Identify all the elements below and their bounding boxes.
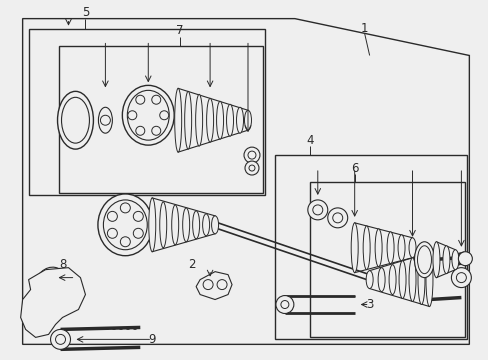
Ellipse shape [386, 232, 393, 264]
Text: 3: 3 [365, 298, 372, 311]
Text: 4: 4 [305, 134, 313, 147]
Circle shape [327, 208, 347, 228]
Ellipse shape [195, 94, 202, 146]
Ellipse shape [366, 271, 372, 289]
Ellipse shape [103, 200, 147, 250]
Circle shape [280, 301, 288, 309]
Ellipse shape [408, 258, 415, 302]
Text: 8: 8 [59, 258, 66, 271]
Ellipse shape [171, 205, 178, 245]
Ellipse shape [374, 229, 381, 267]
Ellipse shape [377, 268, 385, 292]
Circle shape [312, 205, 322, 215]
Ellipse shape [127, 90, 169, 140]
Polygon shape [20, 268, 85, 337]
Circle shape [56, 334, 65, 345]
Circle shape [450, 268, 470, 288]
Circle shape [133, 211, 143, 221]
Text: 2: 2 [188, 258, 196, 271]
Circle shape [455, 273, 466, 283]
Text: 7: 7 [176, 24, 183, 37]
Ellipse shape [244, 110, 251, 130]
Ellipse shape [122, 85, 174, 145]
Ellipse shape [363, 226, 369, 270]
Ellipse shape [425, 253, 432, 306]
Circle shape [247, 151, 255, 159]
Ellipse shape [202, 214, 209, 236]
Ellipse shape [417, 255, 424, 305]
Circle shape [248, 165, 254, 171]
Ellipse shape [397, 235, 404, 261]
Circle shape [151, 126, 161, 135]
Circle shape [107, 211, 117, 221]
Ellipse shape [388, 265, 395, 294]
Circle shape [136, 126, 144, 135]
Circle shape [244, 147, 260, 163]
Ellipse shape [98, 194, 152, 256]
Ellipse shape [160, 202, 166, 248]
Ellipse shape [61, 97, 89, 143]
Circle shape [151, 95, 161, 104]
Circle shape [203, 280, 213, 289]
Ellipse shape [211, 216, 218, 234]
Circle shape [127, 111, 137, 120]
Ellipse shape [98, 107, 112, 133]
Ellipse shape [414, 242, 433, 278]
Text: 6: 6 [350, 162, 358, 175]
Ellipse shape [148, 198, 156, 252]
Text: 9: 9 [148, 333, 156, 346]
Circle shape [120, 203, 130, 213]
Ellipse shape [451, 250, 458, 270]
Circle shape [275, 296, 293, 314]
Circle shape [107, 228, 117, 238]
Ellipse shape [58, 91, 93, 149]
Ellipse shape [432, 242, 439, 278]
Circle shape [120, 237, 130, 247]
Ellipse shape [226, 104, 233, 136]
Circle shape [136, 95, 144, 104]
Circle shape [244, 161, 259, 175]
Ellipse shape [206, 98, 213, 142]
Ellipse shape [183, 208, 189, 242]
Circle shape [50, 329, 70, 349]
Circle shape [160, 111, 168, 120]
Circle shape [332, 213, 342, 223]
Ellipse shape [216, 101, 223, 139]
Text: 1: 1 [360, 22, 367, 35]
Circle shape [217, 280, 226, 289]
Ellipse shape [174, 88, 182, 152]
Polygon shape [196, 272, 232, 300]
Circle shape [307, 200, 327, 220]
Circle shape [133, 228, 143, 238]
Ellipse shape [236, 107, 243, 133]
Circle shape [457, 252, 471, 266]
Ellipse shape [417, 246, 430, 274]
Ellipse shape [398, 261, 405, 298]
Ellipse shape [192, 211, 199, 239]
Ellipse shape [184, 91, 191, 149]
Ellipse shape [442, 246, 449, 274]
Circle shape [100, 115, 110, 125]
Ellipse shape [350, 223, 357, 273]
Ellipse shape [408, 238, 415, 258]
Text: 5: 5 [81, 6, 89, 19]
